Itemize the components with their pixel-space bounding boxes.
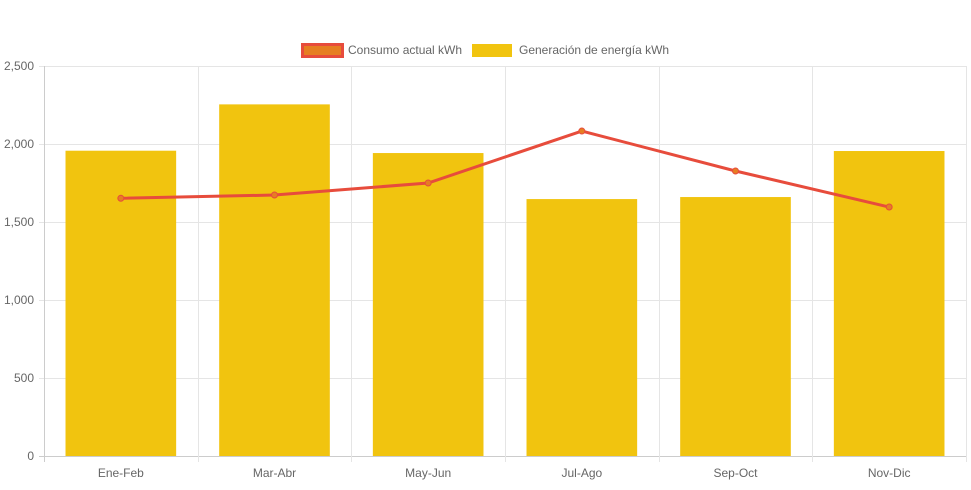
x-tick-label: Sep-Oct <box>713 466 758 480</box>
y-tick-label: 0 <box>27 449 34 463</box>
y-tick-label: 2,500 <box>4 59 34 73</box>
legend-label-consumo: Consumo actual kWh <box>348 43 462 57</box>
line-point <box>117 194 125 202</box>
bar <box>372 153 484 456</box>
y-tick-label: 1,500 <box>4 215 34 229</box>
x-tick-label: May-Jun <box>405 466 451 480</box>
y-tick-label: 500 <box>14 371 34 385</box>
bar-series <box>65 104 945 457</box>
axes: 0 500 1,000 1,500 2,000 2,500 Ene-Feb Mar-Abr Ma… <box>4 59 911 480</box>
bar <box>526 199 638 456</box>
line-point <box>424 179 432 187</box>
line-point <box>885 203 893 211</box>
x-tick-label: Mar-Abr <box>253 466 296 480</box>
bar <box>680 197 791 457</box>
x-tick-label: Jul-Ago <box>561 466 602 480</box>
line-path <box>120 129 890 209</box>
bar <box>219 104 330 456</box>
y-tick-label: 1,000 <box>4 293 34 307</box>
line-series <box>117 127 893 211</box>
legend-swatch-consumo <box>301 43 344 58</box>
line-point <box>271 191 278 199</box>
y-tick-label: 2,000 <box>4 137 34 151</box>
bar <box>833 151 945 456</box>
legend[interactable]: Consumo actual kWh Generación de energía … <box>301 43 670 58</box>
legend-label-generacion: Generación de energía kWh <box>519 43 669 57</box>
line-point <box>732 167 739 175</box>
legend-swatch-generacion <box>472 44 512 57</box>
grid <box>39 66 967 462</box>
x-tick-label: Ene-Feb <box>98 466 144 480</box>
x-tick-label: Nov-Dic <box>868 466 911 480</box>
line-point <box>578 127 586 135</box>
